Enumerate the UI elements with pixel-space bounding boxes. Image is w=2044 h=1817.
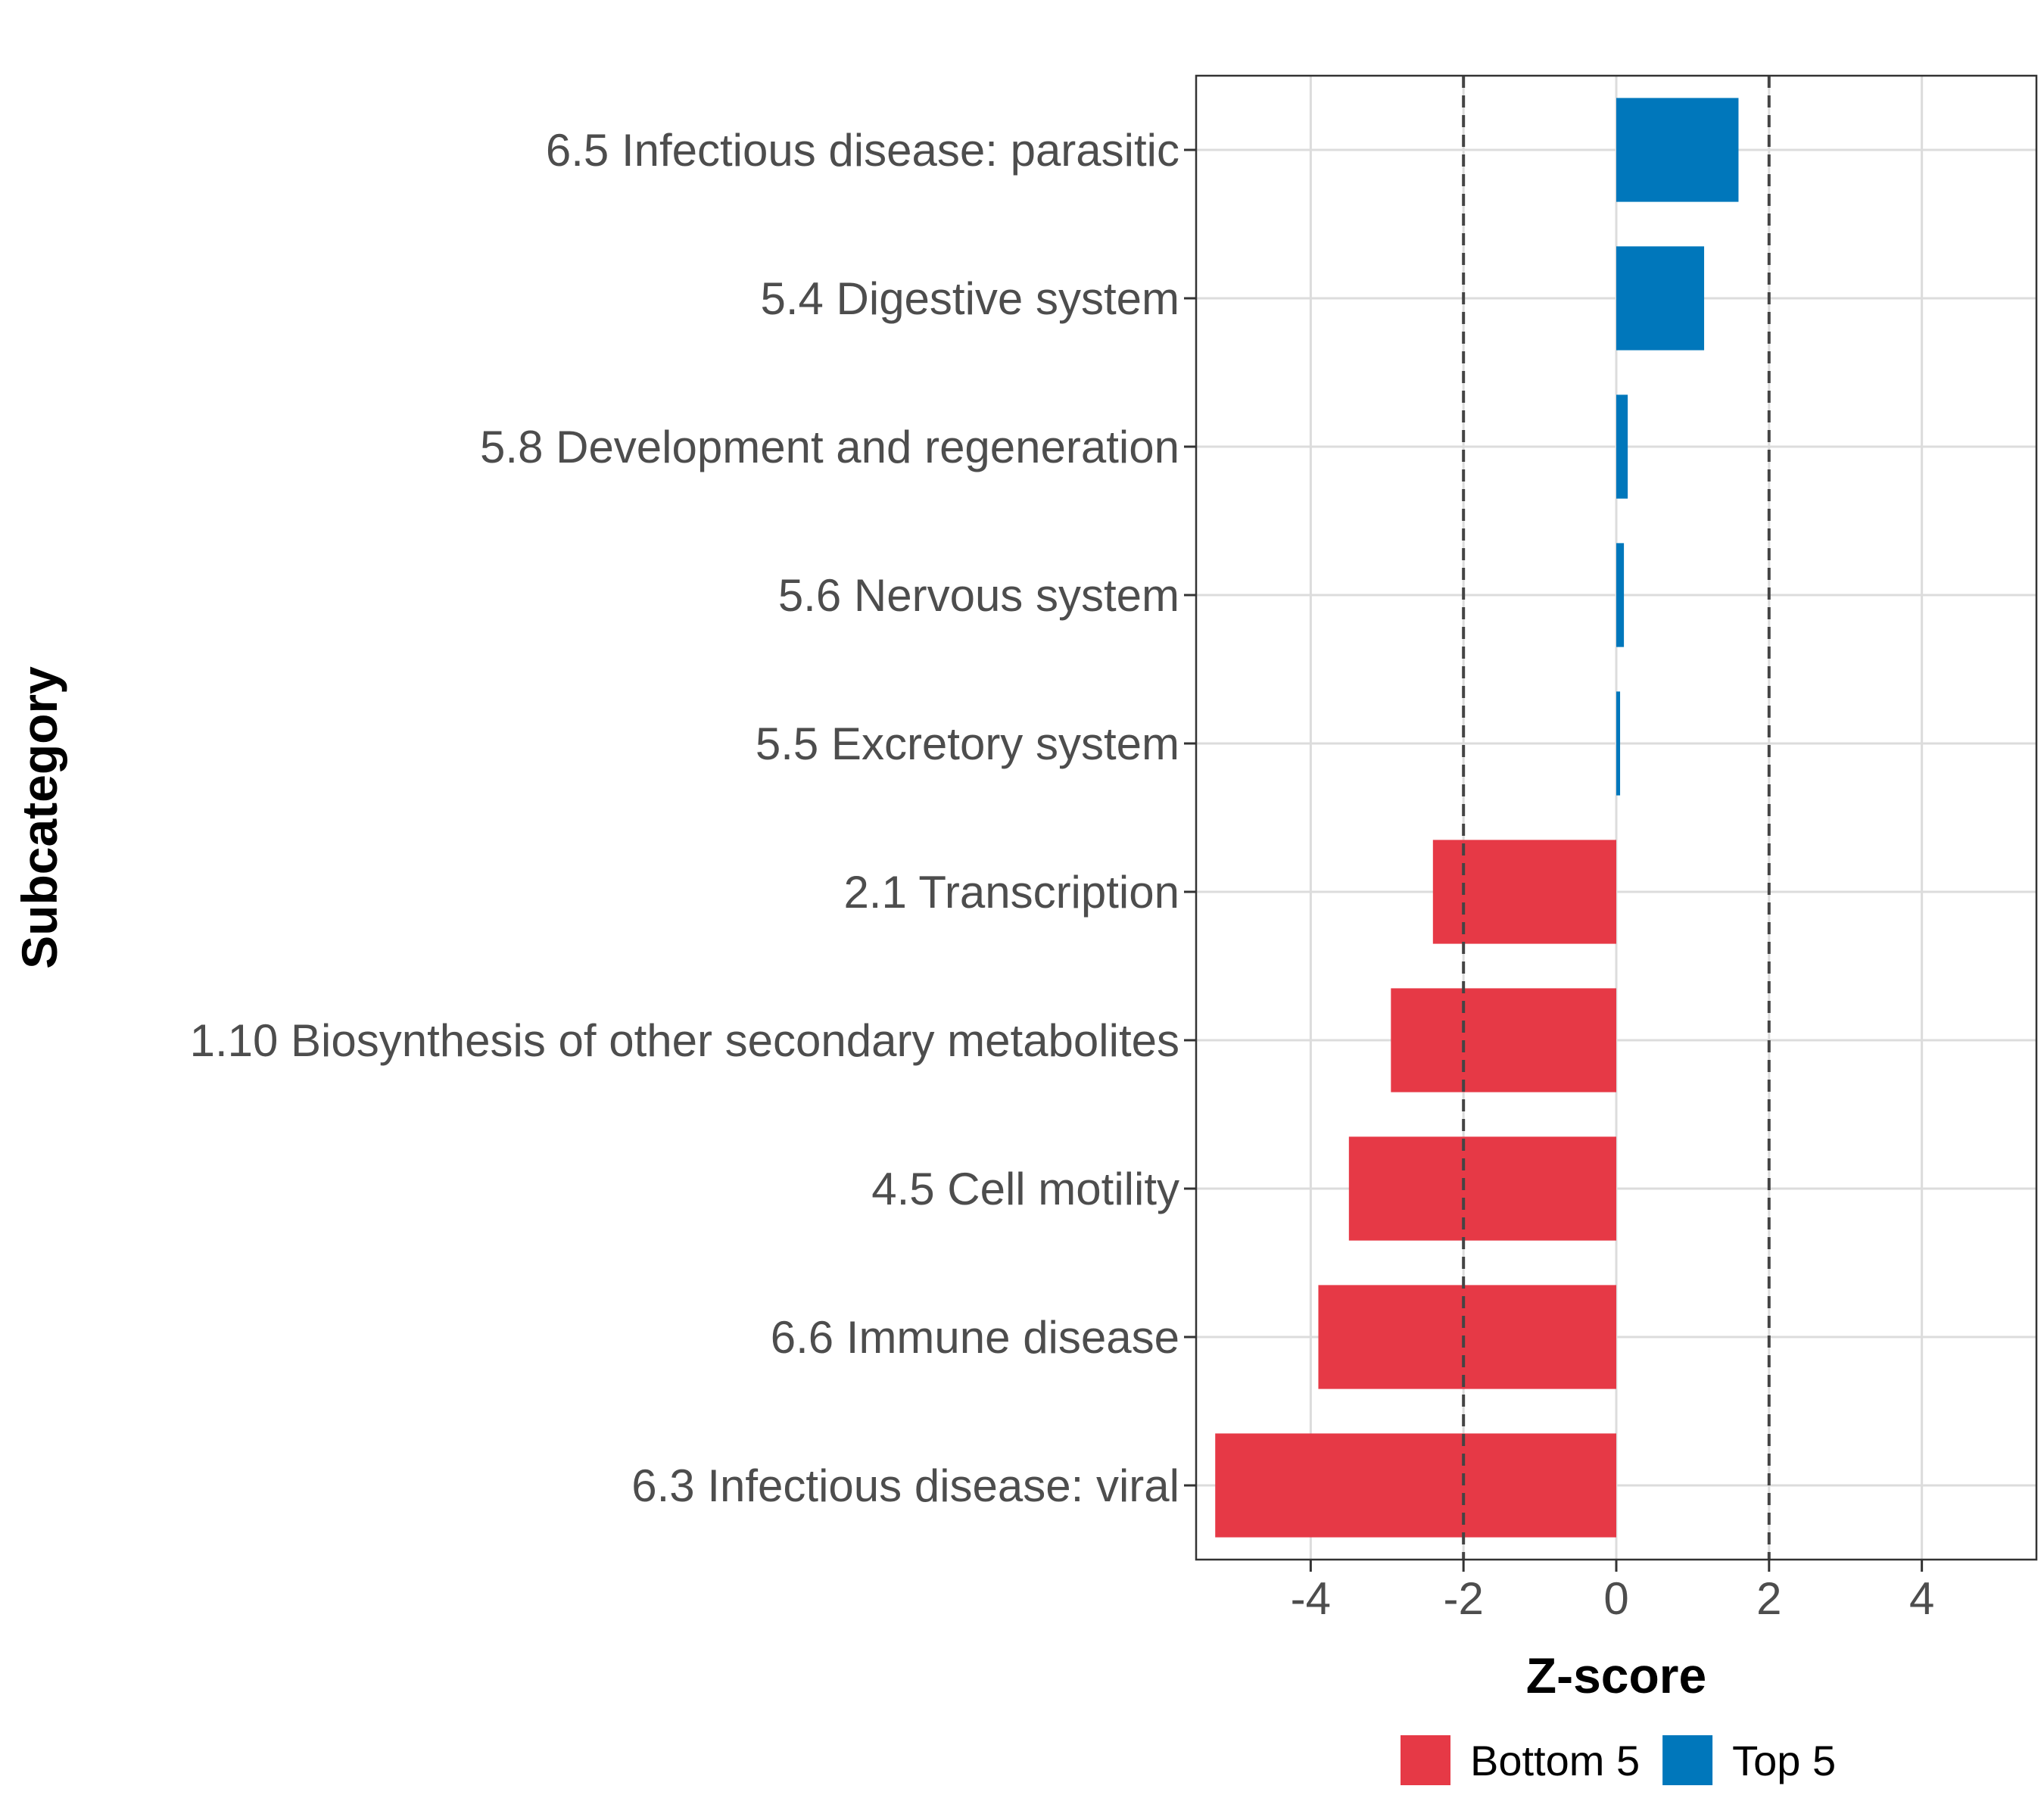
y-tick-label: 5.6 Nervous system <box>778 570 1179 621</box>
bar <box>1616 394 1628 499</box>
bars <box>1215 98 1739 1538</box>
y-tick-label: 6.6 Immune disease <box>771 1312 1179 1363</box>
bar <box>1391 988 1616 1092</box>
legend-swatch <box>1401 1735 1450 1785</box>
y-tick-label: 2.1 Transcription <box>843 867 1179 918</box>
bar <box>1616 543 1625 647</box>
y-axis-title: Subcategory <box>11 666 67 969</box>
bar <box>1616 98 1739 202</box>
bar <box>1318 1285 1616 1389</box>
bar <box>1616 691 1621 796</box>
x-axis: -4 -2 0 2 4 <box>1291 1560 1934 1624</box>
x-tick-label: -2 <box>1444 1573 1484 1624</box>
y-axis: 6.5 Infectious disease: parasitic 5.4 Dig… <box>190 125 1196 1511</box>
x-tick-label: 2 <box>1756 1573 1781 1624</box>
legend-swatch <box>1662 1735 1713 1785</box>
y-tick-label: 6.5 Infectious disease: parasitic <box>546 125 1179 176</box>
reference-lines <box>1462 76 1771 1560</box>
bar <box>1616 246 1705 351</box>
y-tick-label: 6.3 Infectious disease: viral <box>631 1460 1179 1511</box>
y-tick-label: 5.4 Digestive system <box>760 273 1179 324</box>
bar <box>1432 840 1616 944</box>
legend-label: Bottom 5 <box>1470 1737 1640 1784</box>
y-tick-label: 1.10 Biosynthesis of other secondary met… <box>190 1015 1179 1066</box>
legend-label: Top 5 <box>1732 1737 1836 1784</box>
bar <box>1215 1433 1616 1538</box>
y-tick-label: 4.5 Cell motility <box>871 1164 1179 1214</box>
y-tick-label: 5.5 Excretory system <box>756 718 1179 769</box>
x-tick-label: -4 <box>1291 1573 1331 1624</box>
bar <box>1348 1136 1616 1241</box>
legend: Bottom 5 Top 5 <box>1401 1735 1836 1785</box>
x-tick-label: 4 <box>1909 1573 1934 1624</box>
x-tick-label: 0 <box>1603 1573 1628 1624</box>
y-tick-label: 5.8 Development and regeneration <box>480 422 1179 472</box>
x-axis-title: Z-score <box>1526 1647 1706 1703</box>
